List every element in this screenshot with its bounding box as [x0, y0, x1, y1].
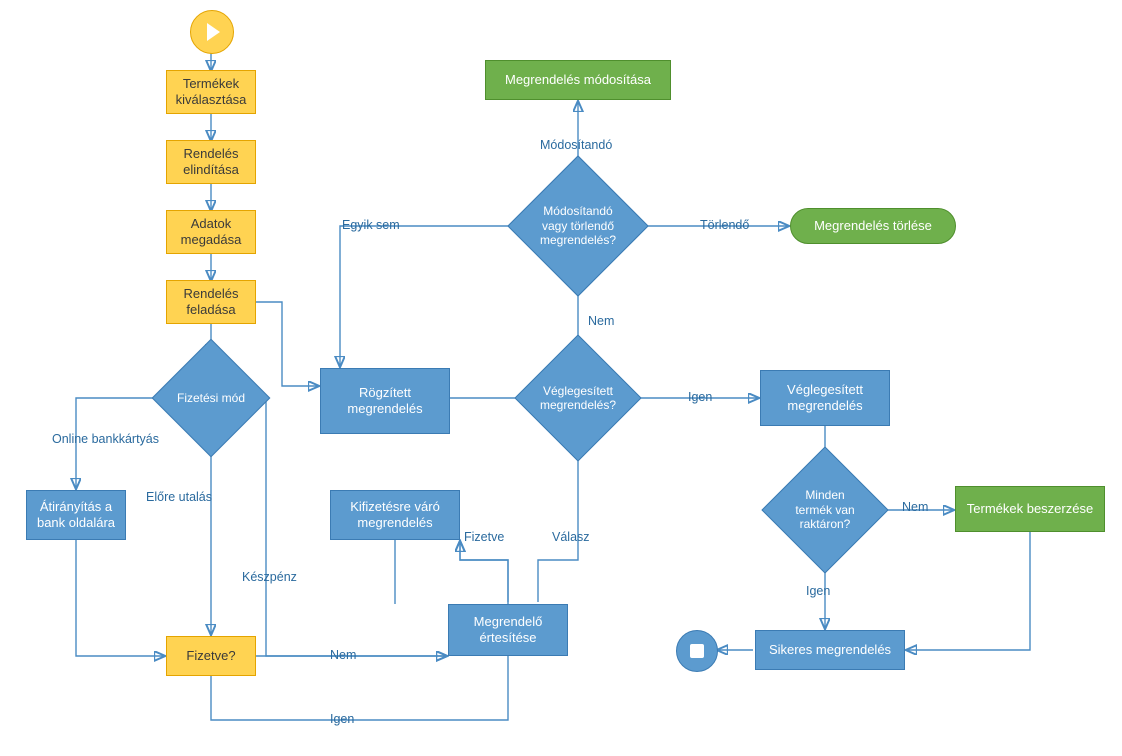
- edge-label: Nem: [330, 648, 356, 662]
- node-label: Megrendelés módosítása: [505, 72, 651, 88]
- edge-ertesites-to-kifizetesre_varo: [460, 542, 508, 602]
- node-label: Termékekkiválasztása: [176, 76, 247, 109]
- node-veglegesitett: Véglegesítettmegrendelés: [760, 370, 890, 426]
- node-kifizetesre_varo: Kifizetésre várómegrendelés: [330, 490, 460, 540]
- node-adatok_megadasa: Adatokmegadása: [166, 210, 256, 254]
- node-label: Rendeléselindítása: [183, 146, 239, 179]
- node-label: Fizetve?: [186, 648, 235, 664]
- node-label: Termékek beszerzése: [967, 501, 1093, 517]
- edge-label: Igen: [688, 390, 712, 404]
- play-icon: [207, 23, 220, 41]
- node-rendeles_elinditasa: Rendeléselindítása: [166, 140, 256, 184]
- node-label: Véglegesítettmegrendelés: [787, 382, 863, 415]
- flowchart-stage: Termékekkiválasztása Rendeléselindítása Ad…: [0, 0, 1122, 756]
- edge-mod_torl_q-to-rogzitett: [340, 226, 526, 366]
- node-modositas: Megrendelés módosítása: [485, 60, 671, 100]
- node-termekek: Termékekkiválasztása: [166, 70, 256, 114]
- edge-label: Válasz: [552, 530, 590, 544]
- node-label: Minden termék van raktáron?: [780, 488, 870, 531]
- edge-label: Igen: [330, 712, 354, 726]
- node-sikeres: Sikeres megrendelés: [755, 630, 905, 670]
- node-label: Megrendelés törlése: [814, 218, 932, 234]
- node-label: Fizetési mód: [171, 391, 251, 405]
- edge-rendeles_feladasa-to-rogzitett: [256, 302, 318, 386]
- edge-label: Módosítandó: [540, 138, 612, 152]
- node-rendeles_feladasa: Rendelésfeladása: [166, 280, 256, 324]
- node-fizetesi_mod: Fizetési mód: [169, 356, 253, 440]
- node-atiranyitas: Átirányítás abank oldalára: [26, 490, 126, 540]
- edge-label: Előre utalás: [146, 490, 212, 504]
- edge-label: Készpénz: [242, 570, 297, 584]
- node-raktaron_q: Minden termék van raktáron?: [780, 465, 870, 555]
- start-node: [190, 10, 234, 54]
- node-torlese: Megrendelés törlése: [790, 208, 956, 244]
- node-label: Kifizetésre várómegrendelés: [350, 499, 440, 532]
- edge-ertesites-to-veglegesitett_q: [538, 446, 578, 602]
- node-label: Átirányítás abank oldalára: [37, 499, 115, 532]
- node-mod_torl_q: Módosítandó vagy törlendő megrendelés?: [528, 176, 628, 276]
- node-fizetve_q: Fizetve?: [166, 636, 256, 676]
- edge-label: Online bankkártyás: [52, 432, 159, 446]
- stop-node: [676, 630, 718, 672]
- node-label: Rögzítettmegrendelés: [347, 385, 422, 418]
- node-label: Megrendelőértesítése: [474, 614, 543, 647]
- edge-label: Egyik sem: [342, 218, 400, 232]
- node-label: Véglegesített megrendelés?: [533, 384, 623, 413]
- node-label: Sikeres megrendelés: [769, 642, 891, 658]
- stop-icon: [690, 644, 704, 658]
- node-beszerzes: Termékek beszerzése: [955, 486, 1105, 532]
- edge-beszerzes-to-sikeres: [907, 532, 1030, 650]
- edge-atiranyitas-to-fizetve_q: [76, 540, 164, 656]
- edge-label: Igen: [806, 584, 830, 598]
- edge-label: Nem: [902, 500, 928, 514]
- node-label: Rendelésfeladása: [184, 286, 239, 319]
- node-rogzitett: Rögzítettmegrendelés: [320, 368, 450, 434]
- node-label: Adatokmegadása: [181, 216, 242, 249]
- node-ertesites: Megrendelőértesítése: [448, 604, 568, 656]
- edge-label: Nem: [588, 314, 614, 328]
- node-label: Módosítandó vagy törlendő megrendelés?: [528, 204, 628, 247]
- node-veglegesitett_q: Véglegesített megrendelés?: [533, 353, 623, 443]
- edge-label: Törlendő: [700, 218, 749, 232]
- edge-label: Fizetve: [464, 530, 504, 544]
